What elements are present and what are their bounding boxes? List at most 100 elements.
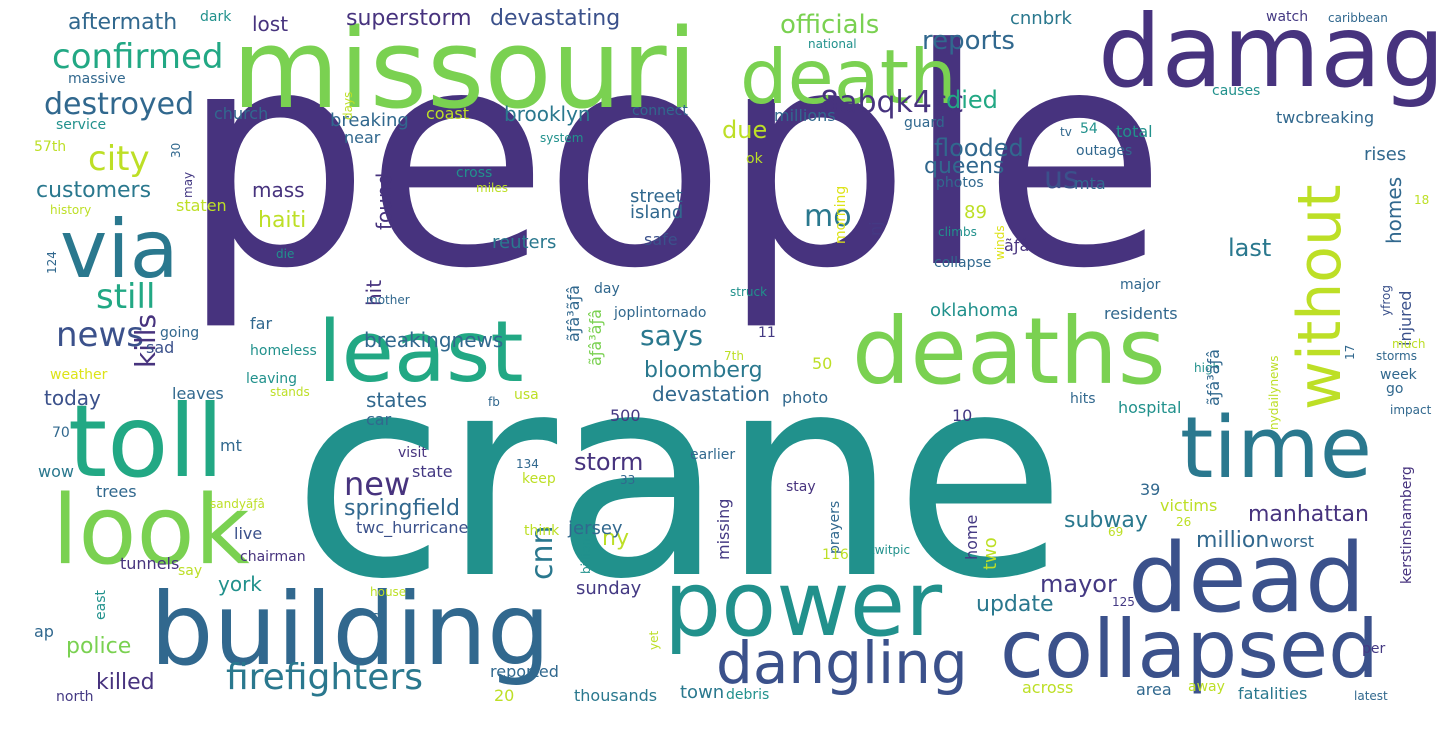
word-dark: dark (200, 9, 232, 25)
word-national: national (808, 37, 857, 51)
word-70: 70 (52, 425, 70, 441)
word-due: due (722, 116, 768, 144)
word-39: 39 (1140, 480, 1161, 499)
word-st: st (372, 609, 385, 625)
word-guard: guard (904, 115, 945, 131)
word-two: two (980, 537, 1001, 570)
word-debris: debris (726, 687, 770, 703)
word-brooklyn: brooklyn (504, 102, 591, 126)
word-storms: storms (1376, 349, 1417, 363)
word-news: news (56, 315, 144, 355)
word-caribbean: caribbean (1328, 11, 1388, 25)
word-update: update (976, 592, 1054, 617)
word-mt: mt (220, 436, 242, 455)
word-bloomberg: bloomberg (644, 358, 763, 383)
word-deaths: deaths (852, 298, 1166, 405)
word-18: 18 (1414, 193, 1430, 207)
word-across: across (1022, 678, 1074, 697)
word-devastating: devastating (490, 6, 621, 31)
word-least: least (318, 303, 524, 402)
word-17: 17 (1343, 344, 1357, 360)
word-confirmed: confirmed (52, 37, 224, 77)
word-homeless: homeless (250, 343, 317, 359)
word-mayor: mayor (1040, 570, 1117, 598)
word-outages: outages (1076, 143, 1133, 159)
word-causes: causes (1212, 83, 1261, 99)
word-connect: connect (632, 103, 688, 119)
word-go: go (1386, 381, 1404, 397)
word-people: people (180, 0, 1167, 334)
word-yfrog: yfrog (1379, 285, 1393, 316)
word-homes: homes (1382, 176, 1406, 244)
word-jersey: jersey (568, 518, 623, 539)
word-worst: worst (1270, 532, 1315, 551)
word-die: die (276, 247, 295, 261)
word-today: today (44, 386, 101, 410)
word-photos: photos (936, 175, 984, 191)
word-garble2: ãƒâ³ãƒâ (1204, 349, 1223, 406)
word-69: 69 (1108, 525, 1124, 539)
word-building: building (150, 571, 551, 688)
word-breakingnews: breakingnews (364, 328, 504, 352)
word-weather: weather (50, 367, 108, 383)
word-garble3: ãƒâ (1004, 236, 1030, 255)
word-island: island (630, 202, 684, 223)
word-latest: latest (1354, 689, 1388, 703)
word-billion: billion (579, 538, 593, 574)
word-ap: ap (34, 622, 54, 641)
word-power: power (664, 552, 943, 657)
word-500: 500 (610, 406, 641, 425)
word-killed: killed (96, 670, 155, 695)
word-7th: 7th (724, 349, 744, 363)
word-trees: trees (96, 482, 137, 501)
word-total: total (1116, 122, 1153, 141)
word-says: says (640, 319, 703, 352)
word-time: time (1180, 399, 1373, 498)
word-impact: impact (1390, 403, 1432, 417)
word-crane: crane (292, 315, 1066, 641)
word-state: state (412, 462, 453, 481)
word-kerstinshamberg: kerstinshamberg (1399, 466, 1415, 584)
word-thousands: thousands (574, 686, 658, 705)
word-town: town (680, 682, 725, 703)
word-states: states (366, 388, 428, 412)
word-missouri: missouri (232, 5, 698, 133)
word-day: day (594, 281, 620, 297)
word-54: 54 (1080, 121, 1098, 137)
word-20: 20 (494, 686, 515, 705)
word-climbs: climbs (938, 225, 977, 239)
word-yet: yet (647, 630, 661, 650)
word-springfield: springfield (344, 496, 460, 521)
word-flooded: flooded (934, 134, 1024, 162)
word-days: days (341, 91, 355, 120)
word-mta: mta (1074, 174, 1106, 193)
word-live: live (234, 524, 263, 543)
word-missing: missing (714, 498, 733, 560)
word-street: street (630, 186, 683, 207)
word-collapse: collapse (934, 255, 992, 271)
word-last: last (1228, 234, 1272, 262)
word-look: look (52, 476, 250, 586)
word-hits: hits (1070, 391, 1096, 407)
word-57th: 57th (34, 139, 67, 155)
word-haiti: haiti (258, 208, 307, 233)
word-much: much (1392, 337, 1426, 351)
word-queens: queens (924, 154, 1005, 179)
word-nydailynews: nydailynews (1267, 355, 1281, 430)
word-east: east (93, 590, 109, 620)
word-north: north (56, 689, 94, 705)
word-code: 8abqk4sc (820, 85, 965, 120)
word-firefighters: firefighters (226, 657, 423, 698)
word-33: 33 (620, 473, 636, 487)
word-near: near (344, 128, 381, 147)
word-going: going (160, 325, 200, 341)
word-week: week (1380, 367, 1417, 383)
word-joplintornado: joplintornado (614, 305, 707, 321)
word-mo: mo (804, 199, 852, 234)
word-watch: watch (1266, 9, 1309, 25)
word-reuters: reuters (492, 232, 557, 253)
word-major: major (1120, 277, 1161, 293)
word-collapsed: collapsed (1000, 603, 1379, 696)
word-massive: massive (68, 71, 126, 87)
